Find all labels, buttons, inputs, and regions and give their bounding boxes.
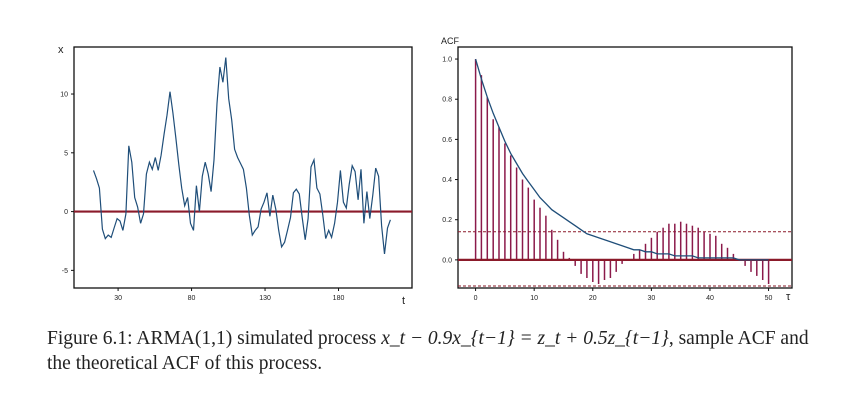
x-axis-label: t	[402, 295, 405, 307]
figure-plots: 30 80 130 180 -5 0 5 10 x t 0 10 20 30 40 50 0.0 0.2 0.…	[58, 36, 793, 307]
acf-ticks: 0 10 20 30 40 50 0.0 0.2 0.4 0.6 0.8 1.0	[442, 57, 772, 302]
y-tick-label: 0.8	[442, 97, 452, 104]
x-tick-label: 40	[706, 295, 714, 302]
acf-y-axis-label: ACF	[441, 36, 460, 46]
y-tick-label: -5	[62, 268, 68, 275]
time-series-frame	[73, 46, 413, 289]
x-tick-label: 30	[647, 295, 655, 302]
x-tick-label: 130	[259, 295, 271, 302]
acf-panel: 0 10 20 30 40 50 0.0 0.2 0.4 0.6 0.8 1.0 ACF τ	[441, 36, 793, 303]
sample-acf-bars	[474, 59, 770, 284]
caption-suffix: , sample ACF and the theoretical ACF of …	[47, 328, 809, 374]
y-axis-label: x	[58, 44, 64, 56]
x-tick-label: 20	[589, 295, 597, 302]
y-tick-label: 0.0	[442, 257, 452, 264]
x-tick-label: 180	[333, 295, 345, 302]
y-tick-label: 1.0	[442, 57, 452, 64]
figure-caption: Figure 6.1: ARMA(1,1) simulated process …	[47, 326, 837, 376]
y-tick-label: 0.6	[442, 137, 452, 144]
x-tick-label: 50	[765, 295, 773, 302]
x-tick-label: 10	[530, 295, 538, 302]
time-series-panel: 30 80 130 180 -5 0 5 10 x t	[58, 44, 413, 307]
series-line	[92, 57, 391, 254]
y-tick-label: 0.2	[442, 217, 452, 224]
y-tick-label: 5	[64, 150, 68, 157]
x-tick-label: 30	[114, 295, 122, 302]
time-series-ticks: 30 80 130 180 -5 0 5 10	[60, 92, 344, 302]
y-tick-label: 0.4	[442, 177, 452, 184]
y-tick-label: 0	[64, 209, 68, 216]
x-tick-label: 0	[474, 295, 478, 302]
acf-frame	[457, 46, 793, 289]
theoretical-acf-line	[474, 58, 769, 261]
x-tick-label: 80	[188, 295, 196, 302]
caption-equation: x_t − 0.9x_{t−1} = z_t + 0.5z_{t−1}	[381, 328, 669, 349]
caption-prefix: Figure 6.1: ARMA(1,1) simulated process	[47, 328, 382, 349]
acf-x-axis-label: τ	[786, 291, 791, 303]
y-tick-label: 10	[60, 92, 68, 99]
